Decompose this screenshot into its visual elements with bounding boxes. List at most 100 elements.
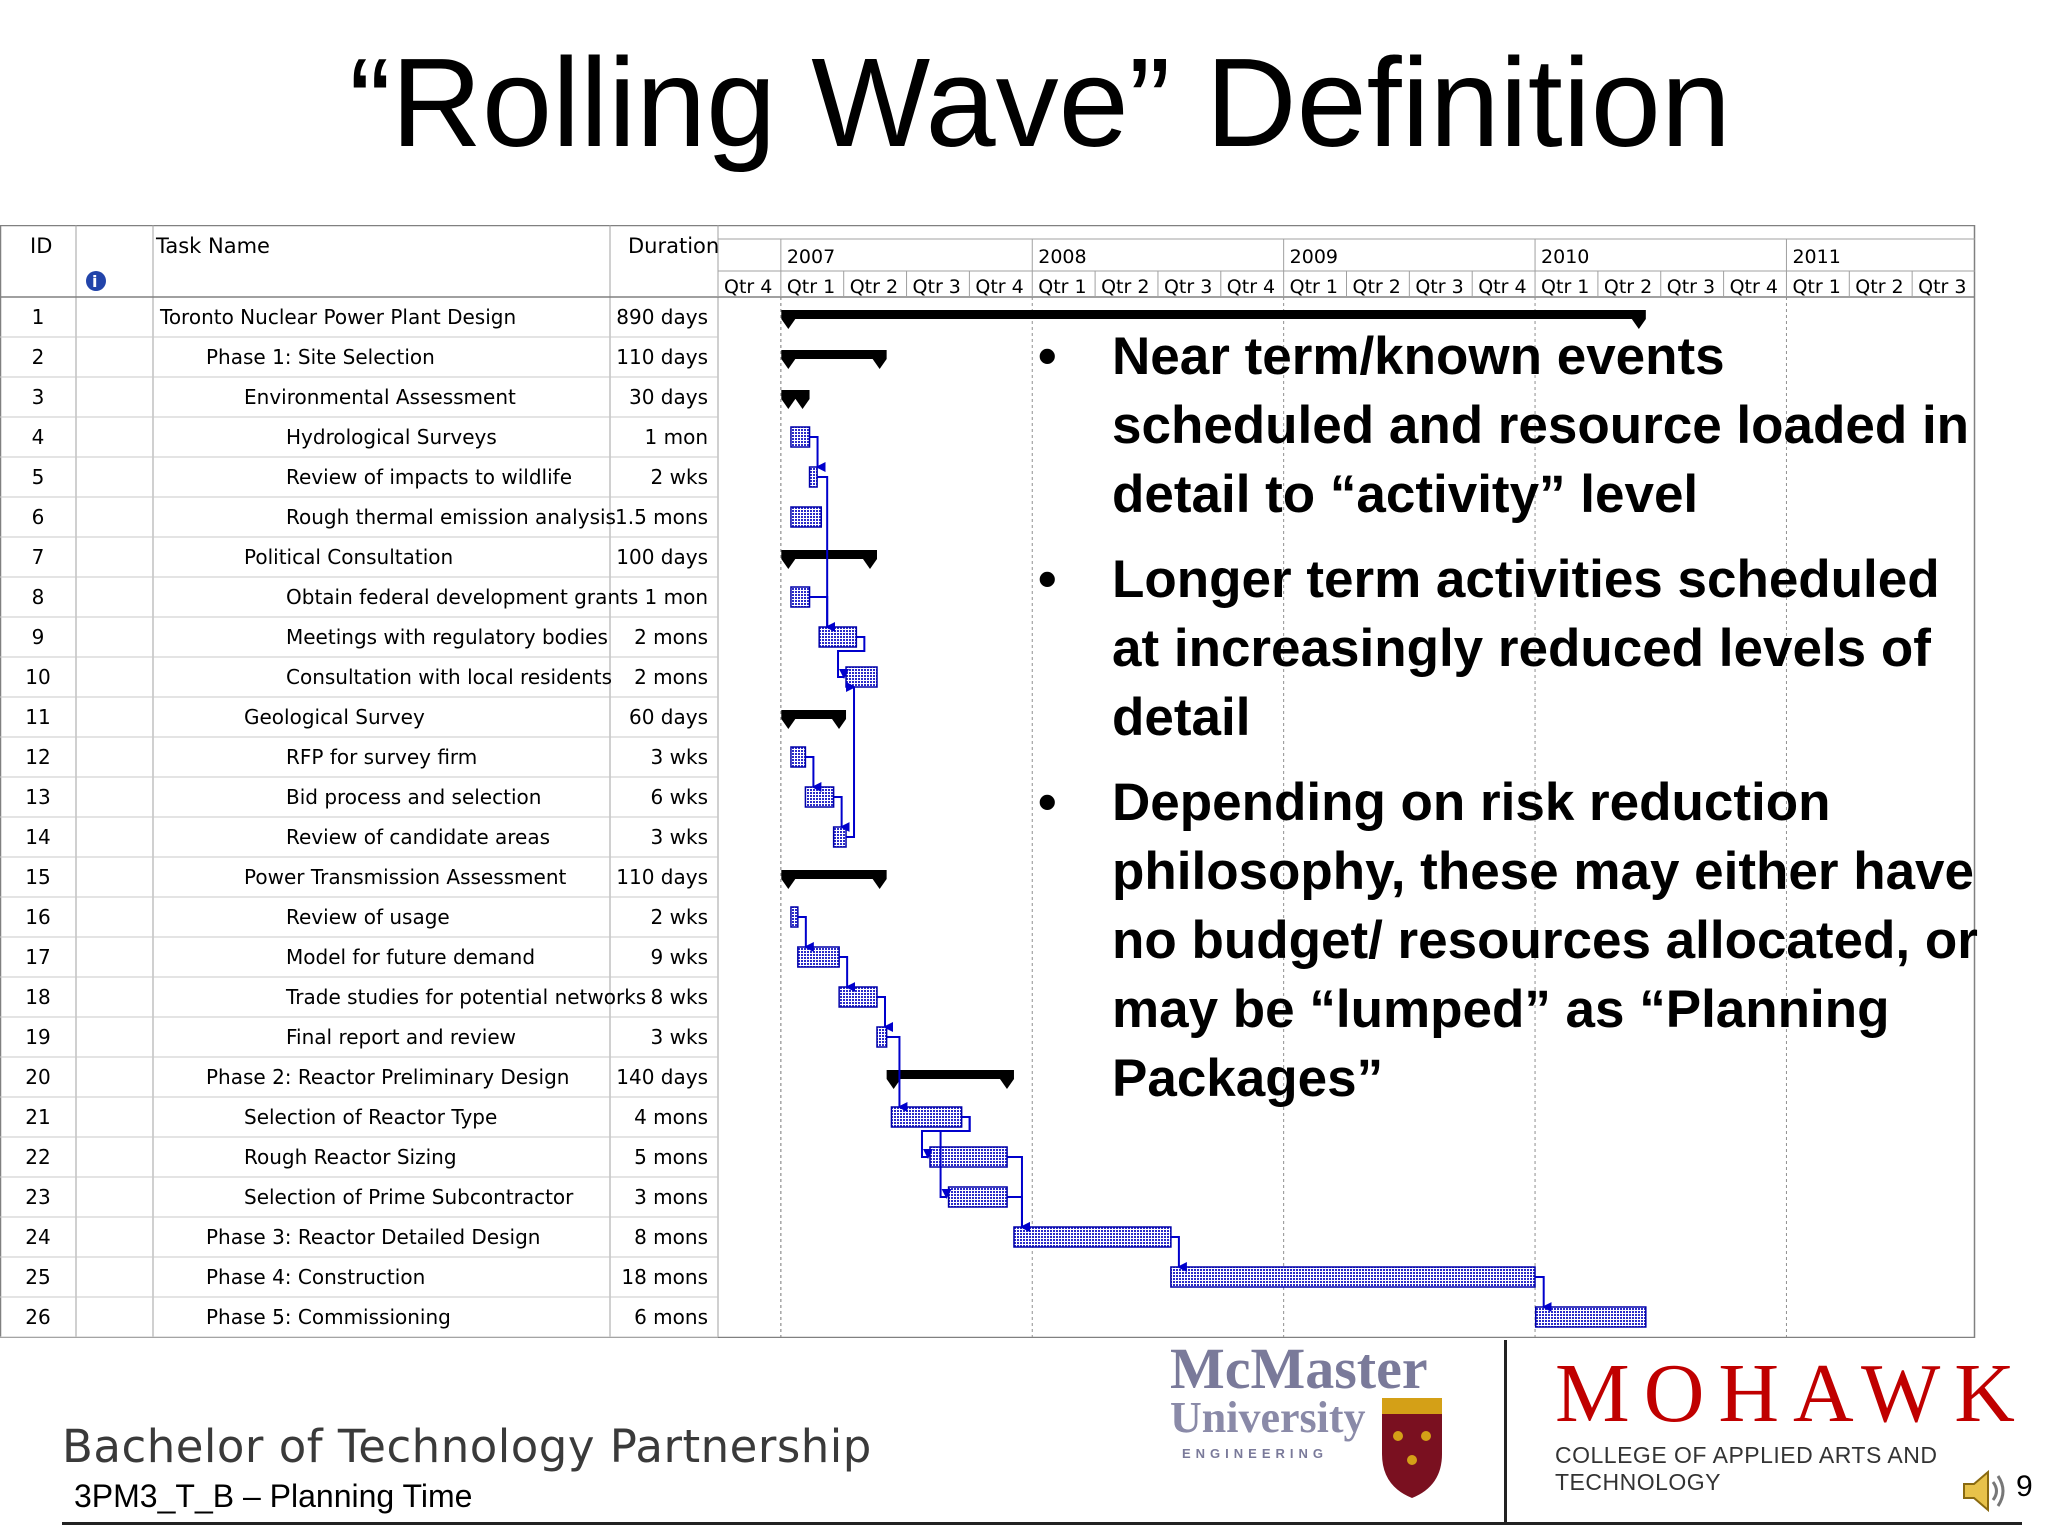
summary-bar xyxy=(781,390,810,409)
dependency-link xyxy=(886,1036,908,1112)
summary-bar-body xyxy=(886,1070,1014,1079)
task-id: 23 xyxy=(25,1185,50,1209)
task-duration: 60 days xyxy=(629,705,708,729)
task-name: Phase 1: Site Selection xyxy=(206,345,435,369)
task-bar xyxy=(838,986,878,1008)
task-name: Consultation with local residents xyxy=(286,665,612,689)
mcmaster-logo-line2: University xyxy=(1170,1393,1366,1442)
summary-bar xyxy=(886,1070,1014,1089)
task-id: 17 xyxy=(25,945,50,969)
task-id: 21 xyxy=(25,1105,50,1129)
mcmaster-logo-line3: ENGINEERING xyxy=(1182,1446,1328,1461)
task-duration: 2 wks xyxy=(651,905,708,929)
task-name: Review of impacts to wildlife xyxy=(286,465,572,489)
quarter-label: Qtr 1 xyxy=(1792,276,1840,298)
task-duration: 3 wks xyxy=(651,745,708,769)
dependency-link xyxy=(805,756,822,792)
summary-bar-end-cap xyxy=(1631,319,1646,329)
task-duration: 3 wks xyxy=(651,825,708,849)
task-name: Phase 3: Reactor Detailed Design xyxy=(206,1225,540,1249)
summary-bar xyxy=(781,710,847,729)
mcmaster-logo-line1: McMaster xyxy=(1170,1336,1428,1401)
task-bar xyxy=(808,466,818,488)
task-id: 8 xyxy=(32,585,45,609)
slide-title: “Rolling Wave” Definition xyxy=(349,32,1731,173)
summary-bar-start-cap xyxy=(781,879,796,889)
dependency-link xyxy=(939,1116,971,1199)
year-label: 2008 xyxy=(1038,246,1086,268)
task-name: Political Consultation xyxy=(244,545,453,569)
task-duration: 3 mons xyxy=(634,1185,708,1209)
quarter-label: Qtr 1 xyxy=(787,276,835,298)
task-duration: 1 mon xyxy=(645,425,708,449)
summary-bar-body xyxy=(781,350,887,359)
task-name: Bid process and selection xyxy=(286,785,541,809)
task-id: 9 xyxy=(32,625,45,649)
summary-bar-start-cap xyxy=(886,1079,901,1089)
page-number: 9 xyxy=(2016,1470,2033,1503)
quarter-label: Qtr 3 xyxy=(1667,276,1715,298)
task-id: 20 xyxy=(25,1065,50,1089)
task-name: Model for future demand xyxy=(286,945,535,969)
summary-bar-start-cap xyxy=(781,559,796,569)
task-name: Phase 4: Construction xyxy=(206,1265,425,1289)
summary-bar-body xyxy=(781,710,847,719)
task-name: Rough thermal emission analysis xyxy=(286,505,616,529)
dependency-link xyxy=(839,956,856,992)
year-label: 2011 xyxy=(1792,246,1840,268)
mohawk-logo-text: MOHAWK xyxy=(1555,1347,2029,1440)
summary-bar xyxy=(781,310,1646,329)
task-name: Final report and review xyxy=(286,1025,516,1049)
task-duration: 1 mon xyxy=(645,585,708,609)
summary-bar-start-cap xyxy=(781,399,796,409)
dependency-link xyxy=(833,796,850,832)
year-label: 2007 xyxy=(787,246,835,268)
quarter-label: Qtr 3 xyxy=(913,276,961,298)
program-name: Bachelor of Technology Partnership xyxy=(62,1420,872,1473)
speaker-icon[interactable] xyxy=(1960,1466,2010,1516)
task-id: 1 xyxy=(32,305,45,329)
task-id: 3 xyxy=(32,385,45,409)
info-icon: i xyxy=(86,271,106,291)
task-duration: 890 days xyxy=(616,305,708,329)
task-name: Hydrological Surveys xyxy=(286,425,497,449)
summary-bar-body xyxy=(781,870,887,879)
task-id: 14 xyxy=(25,825,50,849)
quarter-label: Qtr 1 xyxy=(1541,276,1589,298)
task-id: 6 xyxy=(32,505,45,529)
dependency-link xyxy=(1535,1276,1552,1312)
task-name: Rough Reactor Sizing xyxy=(244,1145,457,1169)
task-id: 25 xyxy=(25,1265,50,1289)
task-bar xyxy=(818,626,858,648)
summary-bar xyxy=(781,550,877,569)
task-id: 26 xyxy=(25,1305,50,1329)
info-icon-glyph: i xyxy=(92,272,97,291)
task-id: 22 xyxy=(25,1145,50,1169)
mcmaster-logo: McMaster University ENGINEERING xyxy=(1170,1336,1442,1498)
summary-bar-end-cap xyxy=(872,359,887,369)
dependency-link xyxy=(1007,1196,1030,1232)
gantt-chart: ID Task Name Duration i Qtr 4 Qtr 1 Qtr 2 Qtr 3… xyxy=(0,225,1976,1338)
task-name: Geological Survey xyxy=(244,705,425,729)
task-bar xyxy=(890,1106,963,1128)
summary-bar-end-cap xyxy=(795,399,810,409)
task-id: 5 xyxy=(32,465,45,489)
task-id: 10 xyxy=(25,665,50,689)
summary-bar xyxy=(781,350,887,369)
task-id: 19 xyxy=(25,1025,50,1049)
info-icon-circle xyxy=(86,271,106,291)
summary-bar-start-cap xyxy=(781,319,796,329)
summary-bar-end-cap xyxy=(872,879,887,889)
task-duration: 4 mons xyxy=(634,1105,708,1129)
task-bar xyxy=(947,1186,1008,1208)
task-id: 18 xyxy=(25,985,50,1009)
task-id: 7 xyxy=(32,545,45,569)
task-duration: 5 mons xyxy=(634,1145,708,1169)
task-bar xyxy=(790,746,807,768)
summary-bar-body xyxy=(781,390,810,399)
task-name: Meetings with regulatory bodies xyxy=(286,625,608,649)
quarter-label: Qtr 1 xyxy=(1038,276,1086,298)
summary-bar-start-cap xyxy=(781,359,796,369)
task-duration: 6 wks xyxy=(651,785,708,809)
task-name: Phase 2: Reactor Preliminary Design xyxy=(206,1065,569,1089)
